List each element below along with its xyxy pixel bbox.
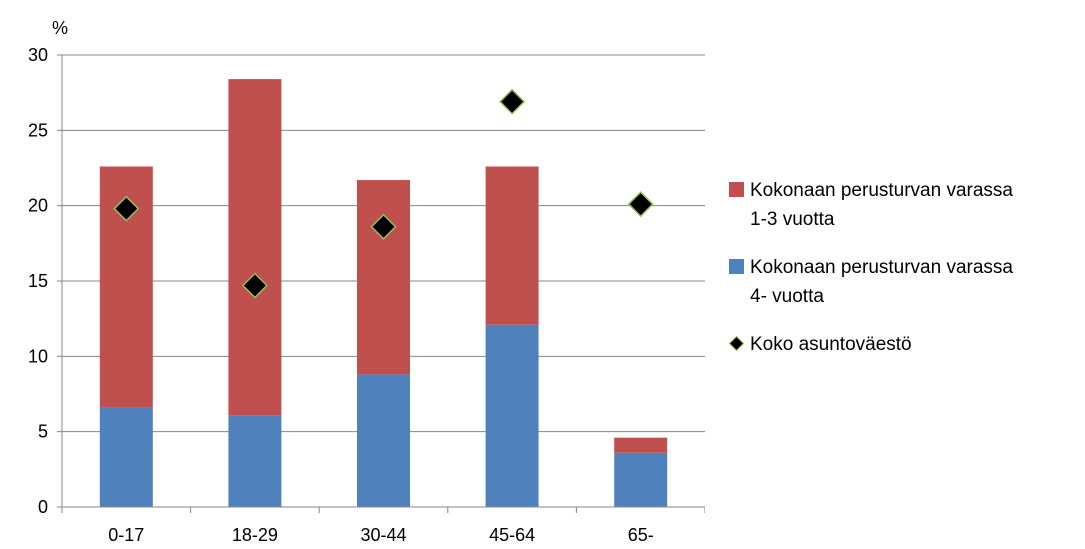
y-tick-label: 30 (28, 45, 48, 65)
bar-segment-1-3-vuotta (614, 437, 668, 453)
bar-segment-1-3-vuotta (485, 166, 539, 325)
bar-segment-1-3-vuotta (228, 79, 282, 416)
legend-item-series-4: Kokonaan perusturvan varassa 4- vuotta (726, 253, 1013, 311)
bars (99, 79, 668, 507)
y-tick-label: 10 (28, 346, 48, 366)
legend-diamond-icon (729, 336, 744, 351)
bar-segment-4-vuotta (614, 452, 668, 507)
y-tick-label: 20 (28, 196, 48, 216)
x-tick-label: 45-64 (489, 525, 535, 545)
bar-segment-4-vuotta (485, 324, 539, 507)
x-tick-labels: 0-17 18-29 30-44 45-64 65- (108, 525, 653, 545)
legend-swatch-blue (729, 259, 744, 274)
y-tick-labels: 0 5 10 15 20 25 30 (28, 45, 48, 517)
legend-swatch-red (729, 182, 744, 197)
bar-segment-1-3-vuotta (357, 180, 410, 375)
chart: % 0 5 10 15 20 25 30 0-17 18-29 30-44 45-64 65- (28, 18, 705, 545)
point-diamond (499, 88, 526, 115)
point-diamond (370, 213, 397, 240)
y-tick-label: 5 (38, 422, 48, 442)
legend-label: Koko asuntoväestö (750, 334, 912, 355)
points (113, 88, 654, 299)
x-tick-label: 30-44 (360, 525, 406, 545)
point-diamond (113, 195, 140, 222)
legend-label-line2: 1-3 vuotta (750, 209, 835, 230)
bar-segment-4-vuotta (228, 415, 282, 507)
bar-segment-4-vuotta (357, 374, 410, 507)
x-tick-label: 65- (628, 525, 654, 545)
legend-label-line1: Kokonaan perusturvan varassa (750, 257, 1013, 278)
legend-label-line1: Kokonaan perusturvan varassa (750, 180, 1013, 201)
legend: Kokonaan perusturvan varassa 1-3 vuotta … (726, 176, 1013, 378)
y-tick-label: 15 (28, 271, 48, 291)
point-diamond (241, 272, 268, 299)
legend-item-series-1-3: Kokonaan perusturvan varassa 1-3 vuotta (726, 176, 1013, 234)
x-tick-label: 18-29 (232, 525, 278, 545)
x-axis (61, 55, 705, 513)
legend-item-points: Koko asuntoväestö (726, 330, 1013, 359)
y-axis-unit-label: % (52, 18, 68, 38)
point-diamond (627, 191, 654, 218)
y-tick-label: 0 (38, 497, 48, 517)
legend-label-line2: 4- vuotta (750, 286, 824, 307)
bar-segment-4-vuotta (99, 407, 153, 507)
y-tick-label: 25 (28, 120, 48, 140)
x-tick-label: 0-17 (108, 525, 144, 545)
